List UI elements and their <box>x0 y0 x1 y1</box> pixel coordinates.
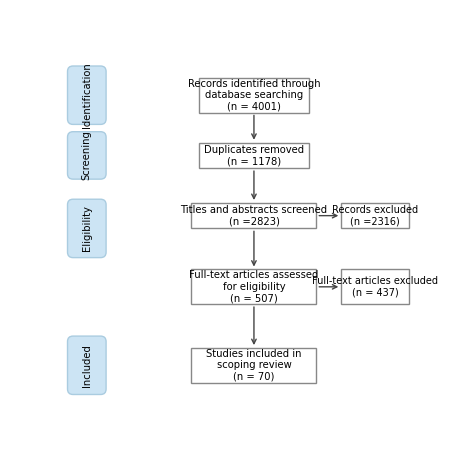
Text: Titles and abstracts screened
(n =2823): Titles and abstracts screened (n =2823) <box>181 205 328 227</box>
FancyBboxPatch shape <box>67 336 106 394</box>
Text: Studies included in
scoping review
(n = 70): Studies included in scoping review (n = … <box>206 349 301 382</box>
Text: Full-text articles excluded
(n = 437): Full-text articles excluded (n = 437) <box>312 276 438 298</box>
FancyBboxPatch shape <box>67 66 106 124</box>
Text: Full-text articles assessed
for eligibility
(n = 507): Full-text articles assessed for eligibil… <box>189 270 319 303</box>
Text: Eligibility: Eligibility <box>82 206 92 251</box>
Text: Records excluded
(n =2316): Records excluded (n =2316) <box>332 205 418 227</box>
Bar <box>199 143 309 168</box>
Text: Identification: Identification <box>82 62 92 128</box>
Text: Duplicates removed
(n = 1178): Duplicates removed (n = 1178) <box>204 145 304 166</box>
FancyBboxPatch shape <box>67 132 106 179</box>
Text: Records identified through
database searching
(n = 4001): Records identified through database sear… <box>188 79 320 112</box>
Bar <box>191 270 316 304</box>
Bar <box>199 78 309 112</box>
Text: Included: Included <box>82 344 92 387</box>
Bar <box>191 348 316 383</box>
Bar <box>191 203 316 228</box>
FancyBboxPatch shape <box>67 199 106 258</box>
Bar <box>341 203 409 228</box>
Text: Screening: Screening <box>82 130 92 181</box>
Bar <box>341 270 409 304</box>
